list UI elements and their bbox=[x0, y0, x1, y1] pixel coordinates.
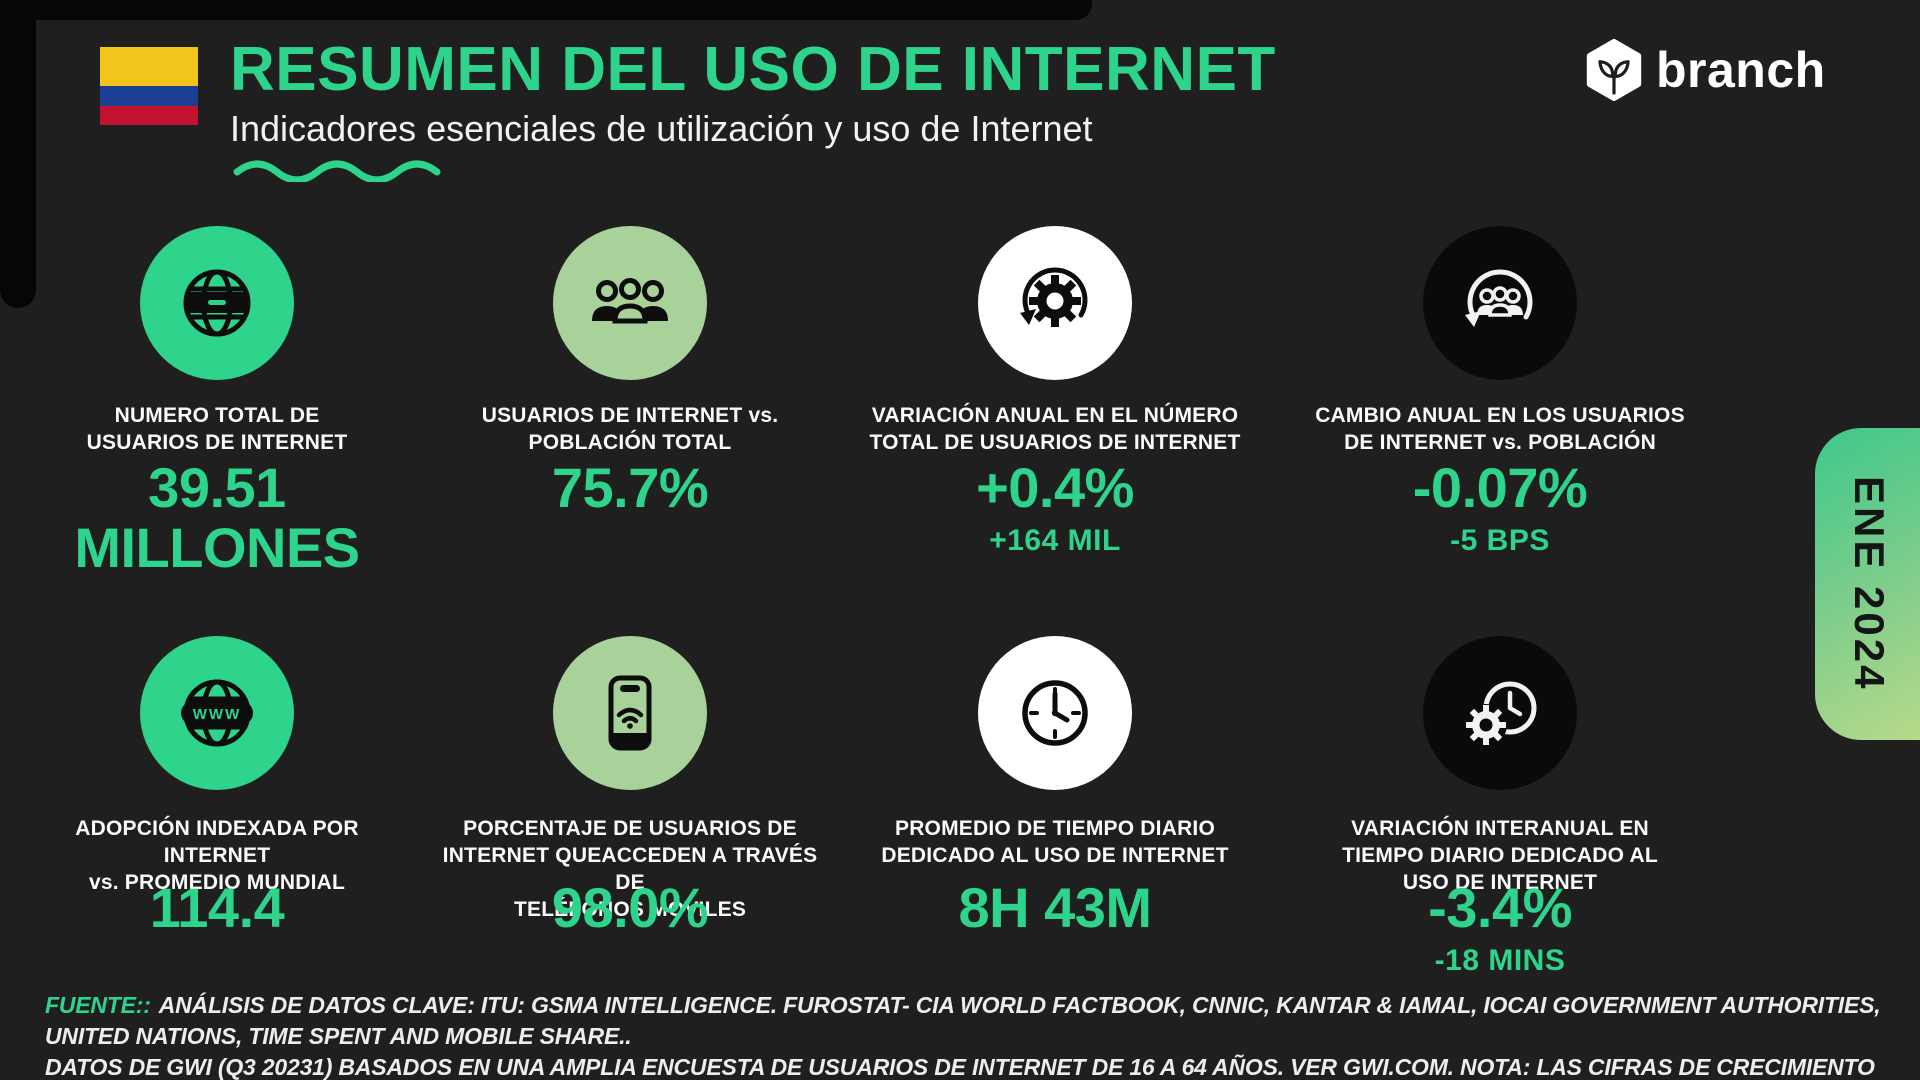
brand-logo: branch bbox=[1582, 38, 1826, 102]
stat-label: USUARIOS DE INTERNET vs. POBLACIÓN TOTAL bbox=[481, 404, 779, 454]
clock-icon bbox=[978, 636, 1132, 790]
squiggle-underline bbox=[233, 160, 441, 182]
globe-network-icon bbox=[140, 226, 294, 380]
gear-clock-icon bbox=[1423, 636, 1577, 790]
stat-label: PORCENTAJE DE USUARIOS DE INTERNET QUEAC… bbox=[442, 817, 818, 921]
stat-card-time-change: VARIACIÓN INTERANUAL EN TIEMPO DIARIO DE… bbox=[1310, 636, 1690, 1066]
stat-subvalue: +164 MIL bbox=[989, 524, 1121, 557]
stat-label: VARIACIÓN INTERANUAL EN TIEMPO DIARIO DE… bbox=[1342, 817, 1658, 894]
stat-card-mobile-users: PORCENTAJE DE USUARIOS DE INTERNET QUEAC… bbox=[440, 636, 820, 1066]
side-tab-period: ENE 2024 bbox=[1815, 428, 1920, 740]
mobile-wifi-icon bbox=[553, 636, 707, 790]
source-line-2: DATOS DE GWI (Q3 20231) BASADOS EN UNA A… bbox=[45, 1054, 1875, 1080]
people-sync-icon bbox=[1423, 226, 1577, 380]
brand-name: branch bbox=[1656, 42, 1826, 98]
colombia-flag-icon bbox=[100, 47, 198, 125]
stat-card-total-users: NUMERO TOTAL DE USUARIOS DE INTERNET 39.… bbox=[27, 226, 407, 656]
people-group-icon bbox=[553, 226, 707, 380]
page-subtitle: Indicadores esenciales de utilización y … bbox=[230, 108, 1093, 149]
branch-hexagon-icon bbox=[1586, 38, 1642, 102]
flag-stripe-red bbox=[100, 105, 198, 125]
stat-value: +0.4% bbox=[976, 456, 1134, 519]
stat-value: 39.51 MILLONES bbox=[74, 456, 360, 579]
source-line-1: FUENTE:: ANÁLISIS DE DATOS CLAVE: ITU: GS… bbox=[45, 992, 1881, 1049]
stat-subvalue: -18 MINS bbox=[1434, 944, 1566, 977]
stat-card-daily-time: PROMEDIO DE TIEMPO DIARIO DEDICADO AL US… bbox=[865, 636, 1245, 1066]
flag-stripe-blue bbox=[100, 86, 198, 106]
stat-value: -3.4% bbox=[1428, 876, 1572, 939]
stat-label: NUMERO TOTAL DE USUARIOS DE INTERNET bbox=[86, 404, 348, 454]
svg-text:WWW: WWW bbox=[193, 706, 241, 723]
stat-label: ADOPCIÓN INDEXADA POR INTERNET vs. PROME… bbox=[75, 817, 359, 894]
stat-subvalue: -5 BPS bbox=[1450, 524, 1550, 557]
stat-card-annual-change-vs-population: CAMBIO ANUAL EN LOS USUARIOS DE INTERNET… bbox=[1310, 226, 1690, 656]
gear-sync-icon bbox=[978, 226, 1132, 380]
stat-value: 75.7% bbox=[551, 456, 709, 519]
stat-label: CAMBIO ANUAL EN LOS USUARIOS DE INTERNET… bbox=[1315, 404, 1685, 454]
stat-card-users-vs-population: USUARIOS DE INTERNET vs. POBLACIÓN TOTAL… bbox=[440, 226, 820, 656]
period-label: ENE 2024 bbox=[1846, 476, 1893, 692]
stat-value: 98.0% bbox=[551, 876, 709, 939]
flag-stripe-yellow bbox=[100, 47, 198, 86]
stat-card-adoption-index: WWW ADOPCIÓN INDEXADA POR INTERNET vs. P… bbox=[27, 636, 407, 1066]
top-black-bar bbox=[0, 0, 1092, 20]
stat-value: 8H 43M bbox=[958, 876, 1152, 939]
left-black-bar bbox=[0, 0, 36, 308]
globe-www-icon: WWW bbox=[140, 636, 294, 790]
source-label: FUENTE:: bbox=[45, 992, 151, 1018]
source-footer: FUENTE:: ANÁLISIS DE DATOS CLAVE: ITU: GS… bbox=[45, 990, 1885, 1080]
page-title: RESUMEN DEL USO DE INTERNET bbox=[230, 35, 1276, 104]
stat-label: PROMEDIO DE TIEMPO DIARIO DEDICADO AL US… bbox=[881, 817, 1229, 867]
stat-label: VARIACIÓN ANUAL EN EL NÚMERO TOTAL DE US… bbox=[869, 404, 1241, 454]
stat-value: -0.07% bbox=[1412, 456, 1588, 519]
stat-card-annual-change-users: VARIACIÓN ANUAL EN EL NÚMERO TOTAL DE US… bbox=[865, 226, 1245, 656]
stat-value: 114.4 bbox=[149, 876, 285, 939]
